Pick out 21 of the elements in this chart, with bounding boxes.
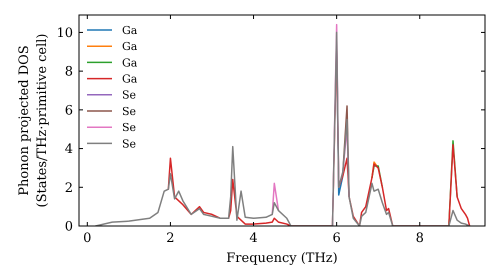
y-tick-label: 8 xyxy=(64,64,73,80)
legend-label: Se xyxy=(122,104,136,118)
legend-label: Ga xyxy=(122,56,138,70)
x-tick-label: 6 xyxy=(332,231,341,246)
y-tick-label: 4 xyxy=(64,142,73,158)
y-tick-label: 6 xyxy=(64,103,73,118)
legend-label: Se xyxy=(122,121,136,134)
x-tick-label: 8 xyxy=(416,231,424,246)
x-tick-label: 0 xyxy=(83,231,92,246)
legend-label: Ga xyxy=(122,40,138,54)
x-tick-label: 4 xyxy=(249,231,258,246)
legend-label: Se xyxy=(122,88,136,102)
y-tick-label: 2 xyxy=(64,180,73,196)
legend-label: Ga xyxy=(122,72,138,86)
y-tick-label: 0 xyxy=(64,220,73,235)
x-axis-title: Frequency (THz) xyxy=(226,251,338,266)
x-tick-label: 2 xyxy=(166,231,175,246)
legend-label: Se xyxy=(122,137,136,150)
y-tick-label: 10 xyxy=(56,26,73,41)
legend-label: Ga xyxy=(122,24,138,37)
y-axis-title: Phonon projected DOS (States/THz·primitive cell) xyxy=(17,33,50,208)
